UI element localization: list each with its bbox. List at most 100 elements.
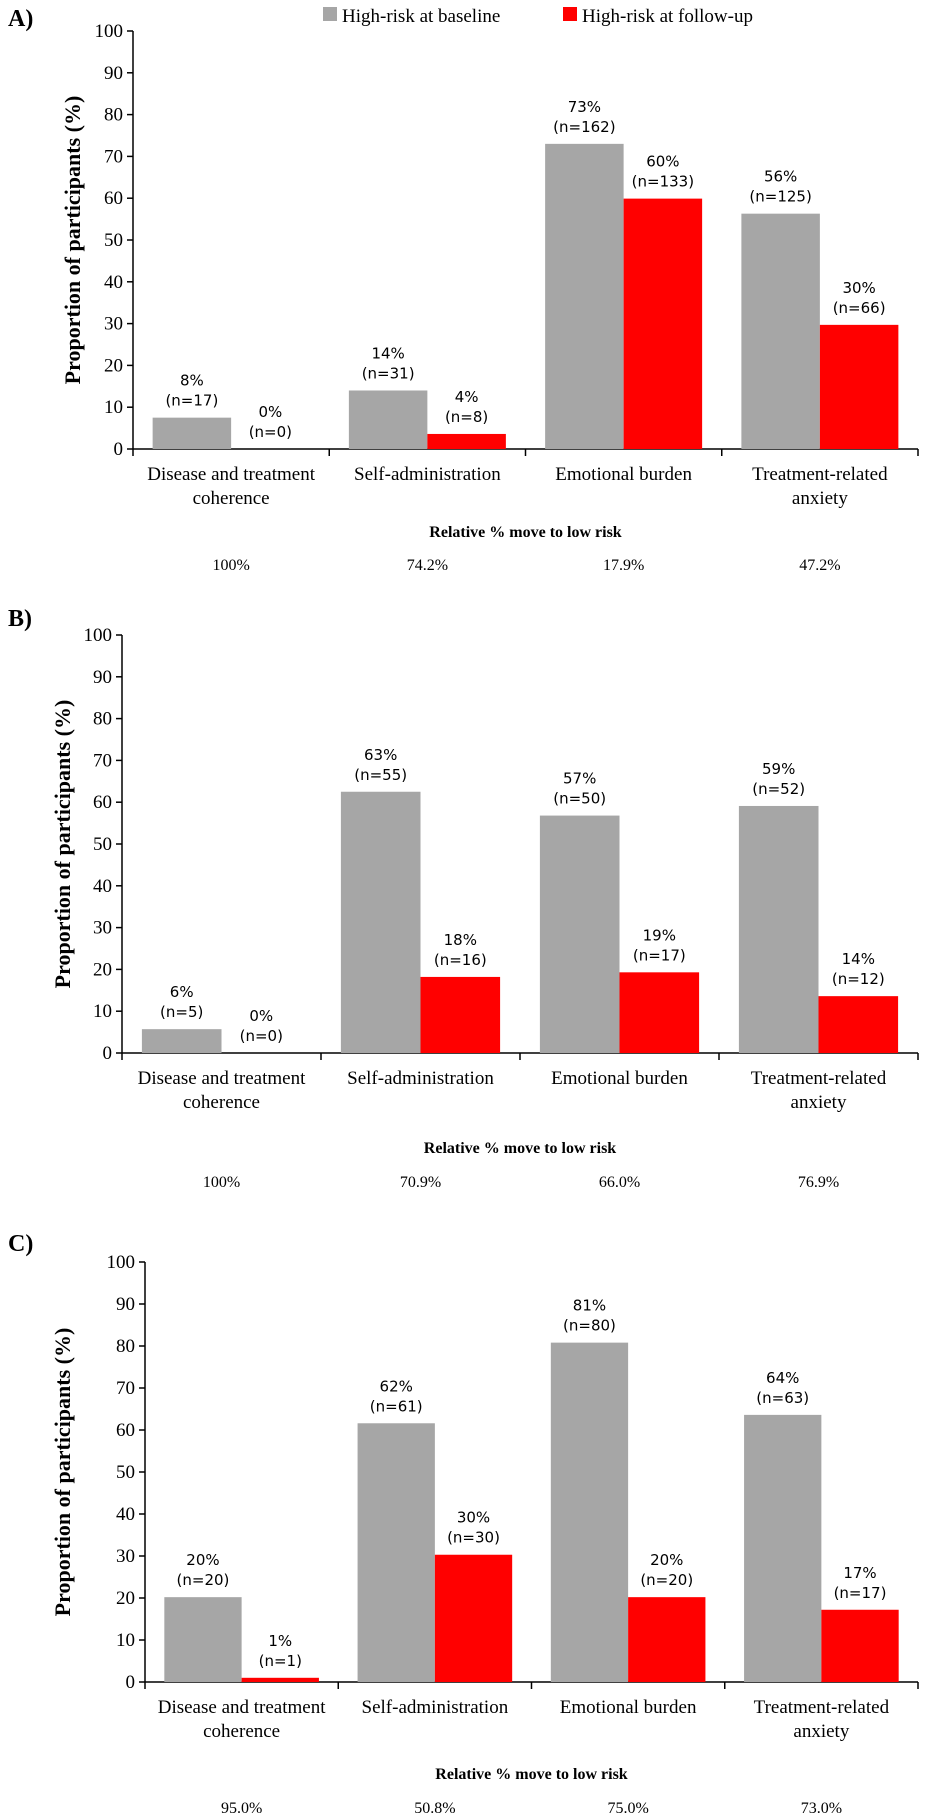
bar-followup	[821, 1609, 899, 1682]
y-tick-label: 70	[116, 1378, 135, 1399]
legend: High-risk at baseline High-risk at follo…	[323, 6, 753, 27]
bar-baseline	[348, 390, 428, 449]
y-tick-label: 30	[116, 1546, 135, 1567]
y-tick-label: 50	[116, 1462, 135, 1483]
relative-value: 76.9%	[798, 1174, 839, 1191]
data-label-percent: 73%	[568, 98, 601, 116]
x-category-label: anxiety	[793, 1721, 849, 1742]
bar-baseline	[539, 815, 620, 1053]
data-label-count: (n=5)	[160, 1003, 203, 1021]
bar-baseline	[141, 1029, 222, 1053]
relative-value: 73.0%	[801, 1800, 842, 1817]
x-category-label: coherence	[203, 1721, 280, 1742]
y-tick-label: 70	[104, 146, 123, 167]
y-tick-label: 20	[116, 1588, 135, 1609]
legend-swatch-followup	[563, 7, 577, 21]
relative-value: 100%	[203, 1174, 240, 1191]
bar-followup	[427, 433, 506, 449]
y-tick-label: 90	[104, 63, 123, 84]
relative-value: 75.0%	[607, 1800, 648, 1817]
data-label-count: (n=52)	[752, 780, 805, 798]
legend-swatch-baseline	[323, 7, 337, 21]
x-category-label: Disease and treatment	[147, 464, 315, 485]
bar-followup	[628, 1597, 706, 1682]
data-label-percent: 60%	[646, 153, 679, 171]
data-label-percent: 1%	[268, 1632, 292, 1650]
data-label-count: (n=125)	[749, 188, 811, 206]
chart-panel-a: A) Proportion of participants (%) 0 10 20 30…	[0, 0, 944, 590]
data-label-percent: 81%	[573, 1297, 606, 1315]
y-tick-label: 100	[107, 1252, 136, 1273]
legend-label-baseline: High-risk at baseline	[342, 6, 500, 27]
x-category-label: Disease and treatment	[158, 1697, 326, 1718]
bar-baseline	[545, 143, 624, 450]
data-label-percent: 63%	[364, 746, 397, 764]
bar-followup	[819, 324, 899, 449]
chart-panel-b: B) Proportion of participants (%) 0 10 20 30…	[0, 600, 944, 1200]
chart-svg-b: B) Proportion of participants (%) 0 10 20 30…	[8, 606, 919, 1191]
data-label-count: (n=50)	[553, 790, 606, 808]
data-label-count: (n=12)	[832, 970, 885, 988]
y-tick-label: 100	[95, 21, 124, 42]
panel-label: B)	[8, 606, 32, 632]
y-tick-label: 50	[93, 834, 112, 855]
chart-svg-a: A) Proportion of participants (%) 0 10 20 30…	[8, 6, 919, 574]
y-tick-label: 10	[116, 1630, 135, 1651]
bar-baseline	[357, 1423, 435, 1682]
x-category-label: Treatment-related	[754, 1697, 890, 1718]
data-label-count: (n=8)	[445, 408, 488, 426]
y-tick-label: 100	[84, 625, 113, 646]
data-label-count: (n=17)	[165, 392, 218, 410]
chart-panel-c: C) Proportion of participants (%) 0 10 20 30…	[0, 1225, 944, 1819]
data-label-count: (n=30)	[447, 1529, 500, 1547]
x-category-label: anxiety	[791, 1092, 847, 1113]
data-label-count: (n=16)	[434, 951, 487, 969]
data-label-percent: 56%	[764, 168, 797, 186]
x-category-label: Self-administration	[354, 464, 501, 485]
data-label-percent: 64%	[766, 1369, 799, 1387]
data-label-count: (n=17)	[633, 946, 686, 964]
y-tick-label: 60	[93, 792, 112, 813]
y-tick-label: 40	[116, 1504, 135, 1525]
x-category-label: Disease and treatment	[138, 1068, 306, 1089]
bar-followup	[434, 1554, 513, 1682]
x-category-label: Self-administration	[362, 1697, 509, 1718]
y-tick-label: 40	[93, 876, 112, 897]
bar-baseline	[744, 1414, 822, 1682]
y-tick-label: 80	[93, 709, 112, 730]
data-label-count: (n=20)	[640, 1571, 693, 1589]
x-category-label: Emotional burden	[560, 1697, 697, 1718]
y-tick-label: 70	[93, 750, 112, 771]
y-axis-title: Proportion of participants (%)	[50, 700, 75, 989]
data-label-count: (n=61)	[370, 1397, 423, 1415]
bar-followup	[241, 1677, 319, 1682]
data-label-percent: 20%	[650, 1551, 683, 1569]
y-tick-label: 0	[114, 439, 124, 460]
data-label-percent: 14%	[371, 344, 404, 362]
data-label-count: (n=55)	[354, 766, 407, 784]
panel-label: A)	[8, 6, 33, 32]
data-label-count: (n=1)	[259, 1652, 302, 1670]
legend-label-followup: High-risk at follow-up	[582, 6, 753, 27]
relative-value: 74.2%	[407, 557, 448, 574]
y-tick-label: 10	[93, 1001, 112, 1022]
bar-followup	[420, 976, 501, 1053]
y-tick-label: 80	[104, 105, 123, 126]
y-tick-label: 0	[103, 1043, 113, 1064]
panel-label: C)	[8, 1231, 33, 1257]
x-category-label: coherence	[183, 1092, 260, 1113]
relative-title: Relative % move to low risk	[424, 1140, 617, 1157]
relative-value: 66.0%	[599, 1174, 640, 1191]
data-label-percent: 14%	[842, 950, 875, 968]
relative-value: 100%	[212, 557, 249, 574]
y-tick-label: 90	[93, 667, 112, 688]
relative-value: 17.9%	[603, 557, 644, 574]
data-label-percent: 30%	[457, 1509, 490, 1527]
data-label-percent: 0%	[258, 403, 282, 421]
data-label-percent: 20%	[186, 1551, 219, 1569]
data-label-count: (n=63)	[756, 1389, 809, 1407]
data-label-percent: 18%	[444, 931, 477, 949]
data-label-percent: 8%	[180, 372, 204, 390]
data-label-count: (n=31)	[362, 364, 415, 382]
relative-value: 70.9%	[400, 1174, 441, 1191]
